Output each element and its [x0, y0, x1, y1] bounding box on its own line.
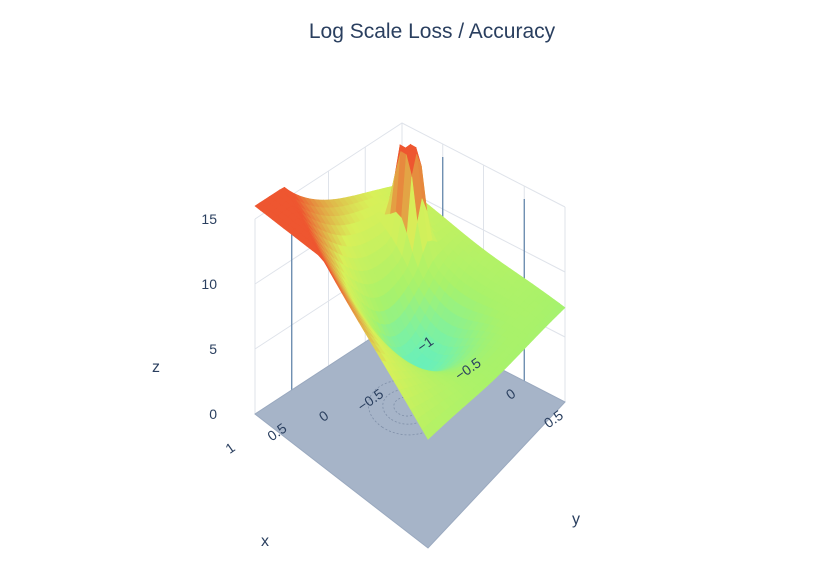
- z-tick-label: 0: [209, 406, 217, 422]
- y-tick-label: −1: [414, 333, 436, 355]
- floor-contour: [393, 396, 421, 417]
- loss-surface[interactable]: [254, 143, 566, 440]
- x-tick-label: 1: [222, 439, 238, 457]
- x-axis-title: x: [261, 533, 269, 550]
- z-tick-label: 10: [201, 276, 217, 292]
- wall-gridline: [254, 122, 566, 220]
- z-tick-label: 15: [201, 211, 217, 227]
- z-axis-title: z: [152, 359, 160, 376]
- surface-cell: [421, 425, 433, 440]
- z-tick-label: 5: [209, 341, 217, 357]
- chart-title: Log Scale Loss / Accuracy: [309, 20, 556, 43]
- y-axis-title: y: [572, 511, 580, 528]
